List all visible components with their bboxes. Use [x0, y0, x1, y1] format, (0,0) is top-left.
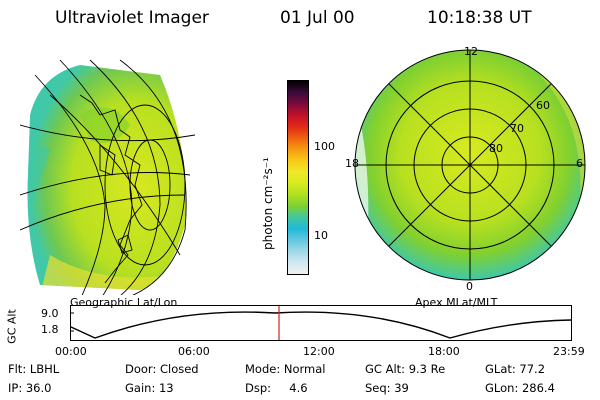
mode-info: Mode: Normal	[245, 362, 326, 376]
timeline-xtick-0000: 00:00	[55, 345, 87, 358]
colorbar-tick-10: 10	[314, 229, 328, 242]
mlt-label-0: 0	[466, 280, 473, 293]
seq-info: Seq: 39	[365, 381, 409, 395]
gain-info: Gain: 13	[125, 381, 174, 395]
altitude-timeline-plot	[70, 305, 572, 341]
magnetic-polar-image	[354, 49, 586, 281]
mlt-label-12: 12	[464, 45, 478, 58]
image-date: 01 Jul 00	[280, 8, 355, 28]
colorbar	[287, 80, 309, 275]
colorbar-unit-label: photon cm⁻²s⁻¹	[261, 157, 275, 250]
timeline-xtick-1800: 18:00	[428, 345, 460, 358]
geographic-image	[20, 59, 196, 295]
timeline-xtick-0600: 06:00	[178, 345, 210, 358]
timeline-xtick-1200: 12:00	[303, 345, 335, 358]
filter-info: Flt: LBHL	[8, 362, 60, 376]
mlat-label-70: 70	[510, 122, 524, 135]
timeline-ytick-9: 9.0	[41, 307, 59, 320]
dsp-info: Dsp: 4.6	[245, 381, 308, 395]
timeline-xtick-2359: 23:59	[553, 345, 585, 358]
imager-title: Ultraviolet Imager	[55, 8, 209, 28]
door-info: Door: Closed	[125, 362, 199, 376]
colorbar-tick-100: 100	[314, 140, 335, 153]
timeline-ytick-1.8: 1.8	[41, 323, 59, 336]
gc-alt-info: GC Alt: 9.3 Re	[365, 362, 446, 376]
image-time: 10:18:38 UT	[427, 8, 532, 28]
glon-info: GLon: 286.4	[485, 381, 555, 395]
mlt-label-6: 6	[576, 157, 583, 170]
mlt-label-18: 18	[345, 157, 359, 170]
mlat-label-80: 80	[489, 142, 503, 155]
mlat-label-60: 60	[536, 99, 550, 112]
timeline-axis-label: GC Alt	[5, 309, 19, 344]
ip-info: IP: 36.0	[8, 381, 52, 395]
glat-info: GLat: 77.2	[485, 362, 546, 376]
